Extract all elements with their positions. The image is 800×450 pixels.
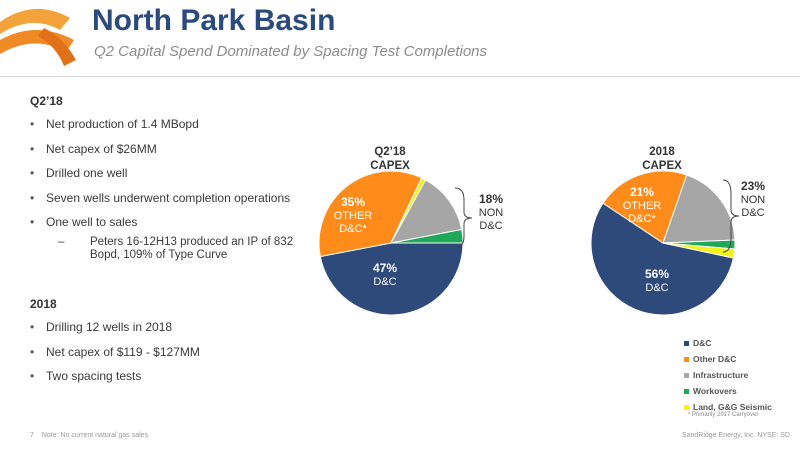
legend-label: Infrastructure xyxy=(693,370,749,380)
chart2-title-line2: CAPEX xyxy=(642,160,682,172)
q2-heading: Q2’18 xyxy=(30,94,63,108)
bullet-item: Net production of 1.4 MBopd xyxy=(30,117,320,142)
legend-label: Workovers xyxy=(693,386,737,396)
chart2-pie xyxy=(590,170,736,316)
chart1-dc-label: 47% D&C xyxy=(360,262,410,289)
legend-swatch-workovers xyxy=(684,388,689,394)
chart1-non-brace xyxy=(454,187,473,249)
pie-slice-infrastructure xyxy=(390,179,463,244)
footer-left: 7 Note: No current natural gas sales xyxy=(30,432,148,439)
footer-company: SandRidge Energy, Inc. NYSE: SD xyxy=(681,432,790,439)
chart2-non-label: 23% NON D&C xyxy=(733,180,773,220)
chart2-non-pct: 23% xyxy=(740,179,766,193)
chart1-title-line1: Q2’18 xyxy=(374,146,406,158)
bullet-item: Drilling 12 wells in 2018 xyxy=(30,320,320,345)
legend-swatch-land xyxy=(684,404,689,410)
chart1-non-line2: D&C xyxy=(479,220,503,232)
legend-item-dc: D&C xyxy=(684,335,772,351)
legend-item-infrastructure: Infrastructure xyxy=(684,367,772,383)
legend-swatch-other-dc xyxy=(684,356,689,362)
chart2-other-pct: 21% xyxy=(629,185,655,199)
chart1-other-pct: 35% xyxy=(340,195,366,209)
chart2-non-brace xyxy=(722,179,740,253)
chart1-non-label: 18% NON D&C xyxy=(470,193,512,233)
chart2-dc-label: 56% D&C xyxy=(632,268,682,295)
chart1-dc-pct: 47% xyxy=(372,261,398,275)
bullet-item: One well to sales xyxy=(30,215,320,240)
pie-slice-d-c xyxy=(590,202,735,316)
q2-bullet-list: Net production of 1.4 MBopd Net capex of… xyxy=(30,117,320,240)
chart2-title-line1: 2018 xyxy=(649,146,675,158)
bullet-item: Two spacing tests xyxy=(30,369,320,394)
y2018-bullet-list: Drilling 12 wells in 2018 Net capex of $… xyxy=(30,320,320,394)
chart1-dc-text: D&C xyxy=(373,276,397,288)
pie-slice-infrastructure xyxy=(662,174,736,244)
y2018-heading: 2018 xyxy=(30,297,57,311)
chart1-other-line1: OTHER xyxy=(333,210,373,222)
chart2-other-line1: OTHER xyxy=(622,200,662,212)
sub-bullet: – Peters 16-12H13 produced an IP of 832 … xyxy=(58,236,298,262)
bullet-item: Seven wells underwent completion operati… xyxy=(30,191,320,216)
pie-slice-other-d-c xyxy=(318,170,423,258)
legend-item-land: Land, G&G Seismic xyxy=(684,399,772,415)
legend-item-workovers: Workovers xyxy=(684,383,772,399)
sandridge-logo xyxy=(0,8,76,66)
chart2-dc-text: D&C xyxy=(645,282,669,294)
chart1-non-pct: 18% xyxy=(478,192,504,206)
chart2-title: 2018 CAPEX xyxy=(622,145,702,173)
bullet-item: Drilled one well xyxy=(30,166,320,191)
sub-bullet-text: Peters 16-12H13 produced an IP of 832 Bo… xyxy=(90,236,294,261)
legend-label: Other D&C xyxy=(693,354,737,364)
chart1-non-line1: NON xyxy=(478,207,504,219)
chart1-pie xyxy=(318,170,464,316)
page-number: 7 xyxy=(30,432,34,439)
chart-legend: D&C Other D&C Infrastructure Workovers L… xyxy=(684,335,772,415)
header-divider xyxy=(0,76,800,77)
chart2-non-line2: D&C xyxy=(741,207,765,219)
sub-bullet-dash: – xyxy=(58,236,65,248)
page-subtitle: Q2 Capital Spend Dominated by Spacing Te… xyxy=(94,43,488,60)
chart2-other-label: 21% OTHER D&C* xyxy=(617,186,667,226)
legend-footnote: * Primarily 2017 Carryover xyxy=(688,412,759,418)
legend-item-other-dc: Other D&C xyxy=(684,351,772,367)
bullet-item: Net capex of $26MM xyxy=(30,142,320,167)
legend-swatch-infrastructure xyxy=(684,372,689,378)
legend-swatch-dc xyxy=(684,340,689,346)
page-title: North Park Basin xyxy=(92,4,336,37)
legend-label: Land, G&G Seismic xyxy=(693,402,772,412)
pie-slice-d-c xyxy=(319,242,464,316)
bullet-item: Net capex of $119 - $127MM xyxy=(30,345,320,370)
footer-note: Note: No current natural gas sales xyxy=(41,432,149,439)
chart2-non-line1: NON xyxy=(740,194,766,206)
chart1-other-line2: D&C* xyxy=(339,223,367,235)
legend-label: D&C xyxy=(693,338,712,348)
pie-slice-other-d-c xyxy=(602,170,688,244)
chart2-dc-pct: 56% xyxy=(644,267,670,281)
chart2-other-line2: D&C* xyxy=(628,213,656,225)
chart1-other-label: 35% OTHER D&C* xyxy=(328,196,378,236)
chart1-title-line2: CAPEX xyxy=(370,160,410,172)
pie-slice-land-g-g-seismic xyxy=(662,242,736,259)
chart1-title: Q2’18 CAPEX xyxy=(350,145,430,173)
